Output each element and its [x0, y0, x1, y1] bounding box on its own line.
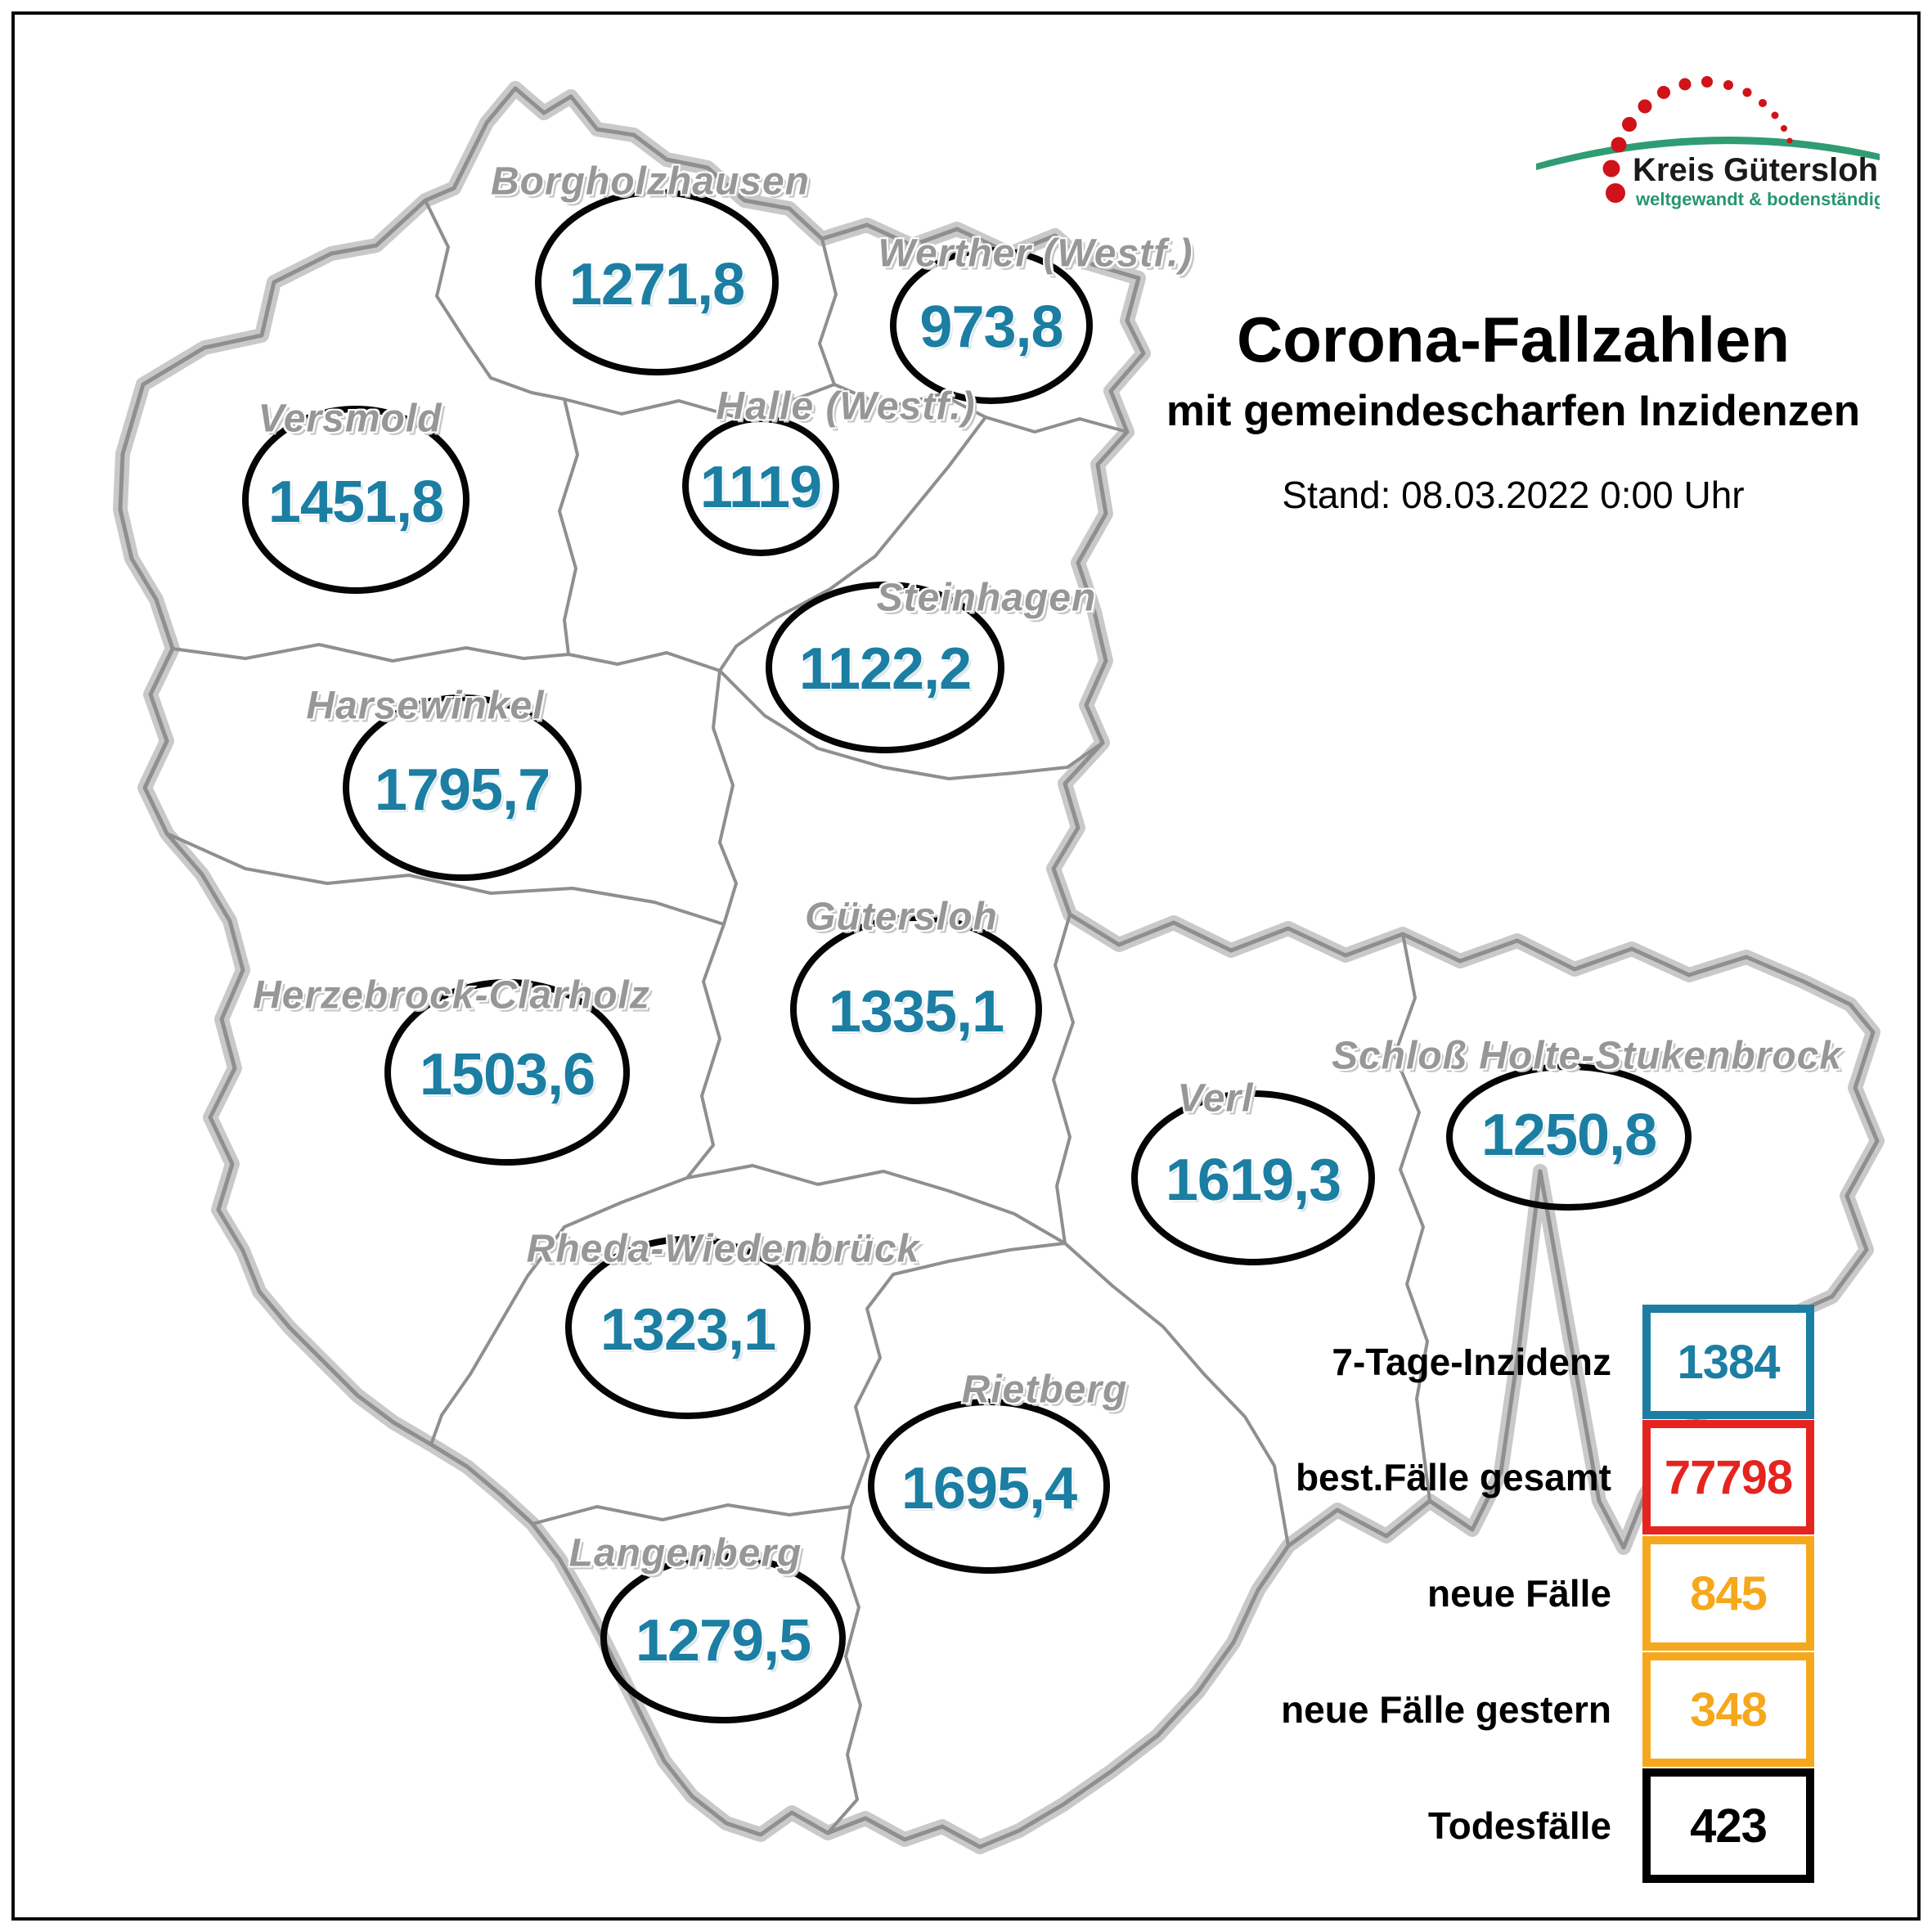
muni-label-langenberg: Langenberg — [568, 1531, 802, 1575]
muni-incidence-rheda: 1323,1 — [600, 1297, 776, 1363]
legend-value-neue-faelle-gestern: 348 — [1690, 1683, 1768, 1737]
muni-incidence-rietberg: 1695,4 — [901, 1456, 1077, 1521]
legend-box-inzidenz: 1384 — [1642, 1305, 1814, 1419]
muni-label-werther: Werther (Westf.) — [878, 231, 1193, 276]
legend-value-inzidenz: 1384 — [1677, 1335, 1780, 1389]
legend-label-neue-faelle-gestern: neue Fälle gestern — [1281, 1688, 1611, 1731]
incidence-ellipse-rietberg — [868, 1399, 1110, 1574]
page-subtitle: mit gemeindescharfen Inzidenzen — [1166, 387, 1861, 435]
muni-incidence-borgholzhausen: 1271,8 — [568, 252, 745, 317]
incidence-ellipse-versmold — [242, 406, 470, 594]
incidence-ellipse-guetersloh — [790, 914, 1042, 1104]
muni-incidence-steinhagen: 1122,2 — [798, 636, 972, 702]
muni-label-borgholzhausen: Borgholzhausen — [490, 160, 811, 204]
legend-box-neue-faelle-gestern: 348 — [1642, 1652, 1814, 1767]
muni-incidence-langenberg: 1279,5 — [635, 1608, 811, 1674]
incidence-ellipse-rheda — [565, 1236, 811, 1419]
legend-label-inzidenz: 7-Tage-Inzidenz — [1332, 1341, 1611, 1383]
legend-box-todesfaelle: 423 — [1642, 1768, 1814, 1883]
muni-label-steinhagen: Steinhagen — [876, 576, 1097, 620]
legend-value-todesfaelle: 423 — [1690, 1799, 1768, 1853]
incidence-ellipse-werther — [890, 247, 1093, 404]
legend-value-faelle-gesamt: 77798 — [1664, 1450, 1793, 1504]
muni-label-verl: Verl — [1177, 1076, 1254, 1121]
incidence-ellipse-borgholzhausen — [535, 189, 779, 375]
muni-label-herzebrock: Herzebrock-Clarholz — [253, 973, 650, 1018]
muni-label-halle: Halle (Westf.) — [716, 384, 976, 429]
muni-incidence-verl: 1619,3 — [1165, 1148, 1341, 1213]
incidence-ellipse-steinhagen — [766, 582, 1004, 753]
muni-incidence-schloss-holte: 1250,8 — [1480, 1103, 1657, 1168]
muni-label-schloss-holte: Schloß Holte-Stukenbrock — [1331, 1034, 1843, 1078]
muni-label-rheda: Rheda-Wiedenbrück — [526, 1227, 920, 1271]
muni-label-versmold: Versmold — [258, 397, 443, 441]
legend-label-todesfaelle: Todesfälle — [1427, 1804, 1611, 1847]
muni-label-guetersloh: Gütersloh — [805, 895, 998, 939]
incidence-ellipse-langenberg — [600, 1553, 846, 1723]
date-status-line: Stand: 08.03.2022 0:00 Uhr — [1282, 474, 1745, 516]
muni-label-rietberg: Rietberg — [961, 1368, 1128, 1412]
muni-incidence-versmold: 1451,8 — [267, 470, 444, 535]
incidence-ellipse-halle — [682, 416, 839, 556]
muni-incidence-harsewinkel: 1795,7 — [374, 757, 550, 823]
page-border — [11, 11, 1921, 1921]
logo-name: Kreis Gütersloh — [1633, 152, 1878, 188]
legend-label-neue-faelle: neue Fälle — [1427, 1572, 1611, 1615]
legend-box-faelle-gesamt: 77798 — [1642, 1420, 1814, 1534]
kreis-guetersloh-logo: Kreis Gütersloh weltgewandt & bodenständ… — [1536, 76, 1880, 209]
muni-incidence-herzebrock: 1503,6 — [419, 1042, 595, 1108]
legend-label-faelle-gesamt: best.Fälle gesamt — [1295, 1456, 1611, 1498]
incidence-ellipse-verl — [1131, 1090, 1375, 1265]
logo-tagline: weltgewandt & bodenständig — [1635, 189, 1880, 209]
page-title: Corona-Fallzahlen — [1236, 303, 1790, 375]
legend-value-neue-faelle: 845 — [1690, 1566, 1768, 1620]
muni-incidence-werther: 973,8 — [919, 294, 1063, 360]
legend-box-neue-faelle: 845 — [1642, 1536, 1814, 1651]
logo-dots-arc — [1602, 76, 1793, 203]
municipal-boundaries — [165, 199, 1431, 1835]
muni-incidence-guetersloh: 1335,1 — [828, 979, 1004, 1045]
incidence-ellipse-harsewinkel — [343, 694, 582, 881]
muni-incidence-halle: 1119 — [699, 455, 822, 520]
muni-label-harsewinkel: Harsewinkel — [306, 684, 545, 728]
incidence-ellipse-schloss-holte — [1446, 1063, 1692, 1211]
incidence-ellipse-herzebrock — [384, 979, 630, 1166]
